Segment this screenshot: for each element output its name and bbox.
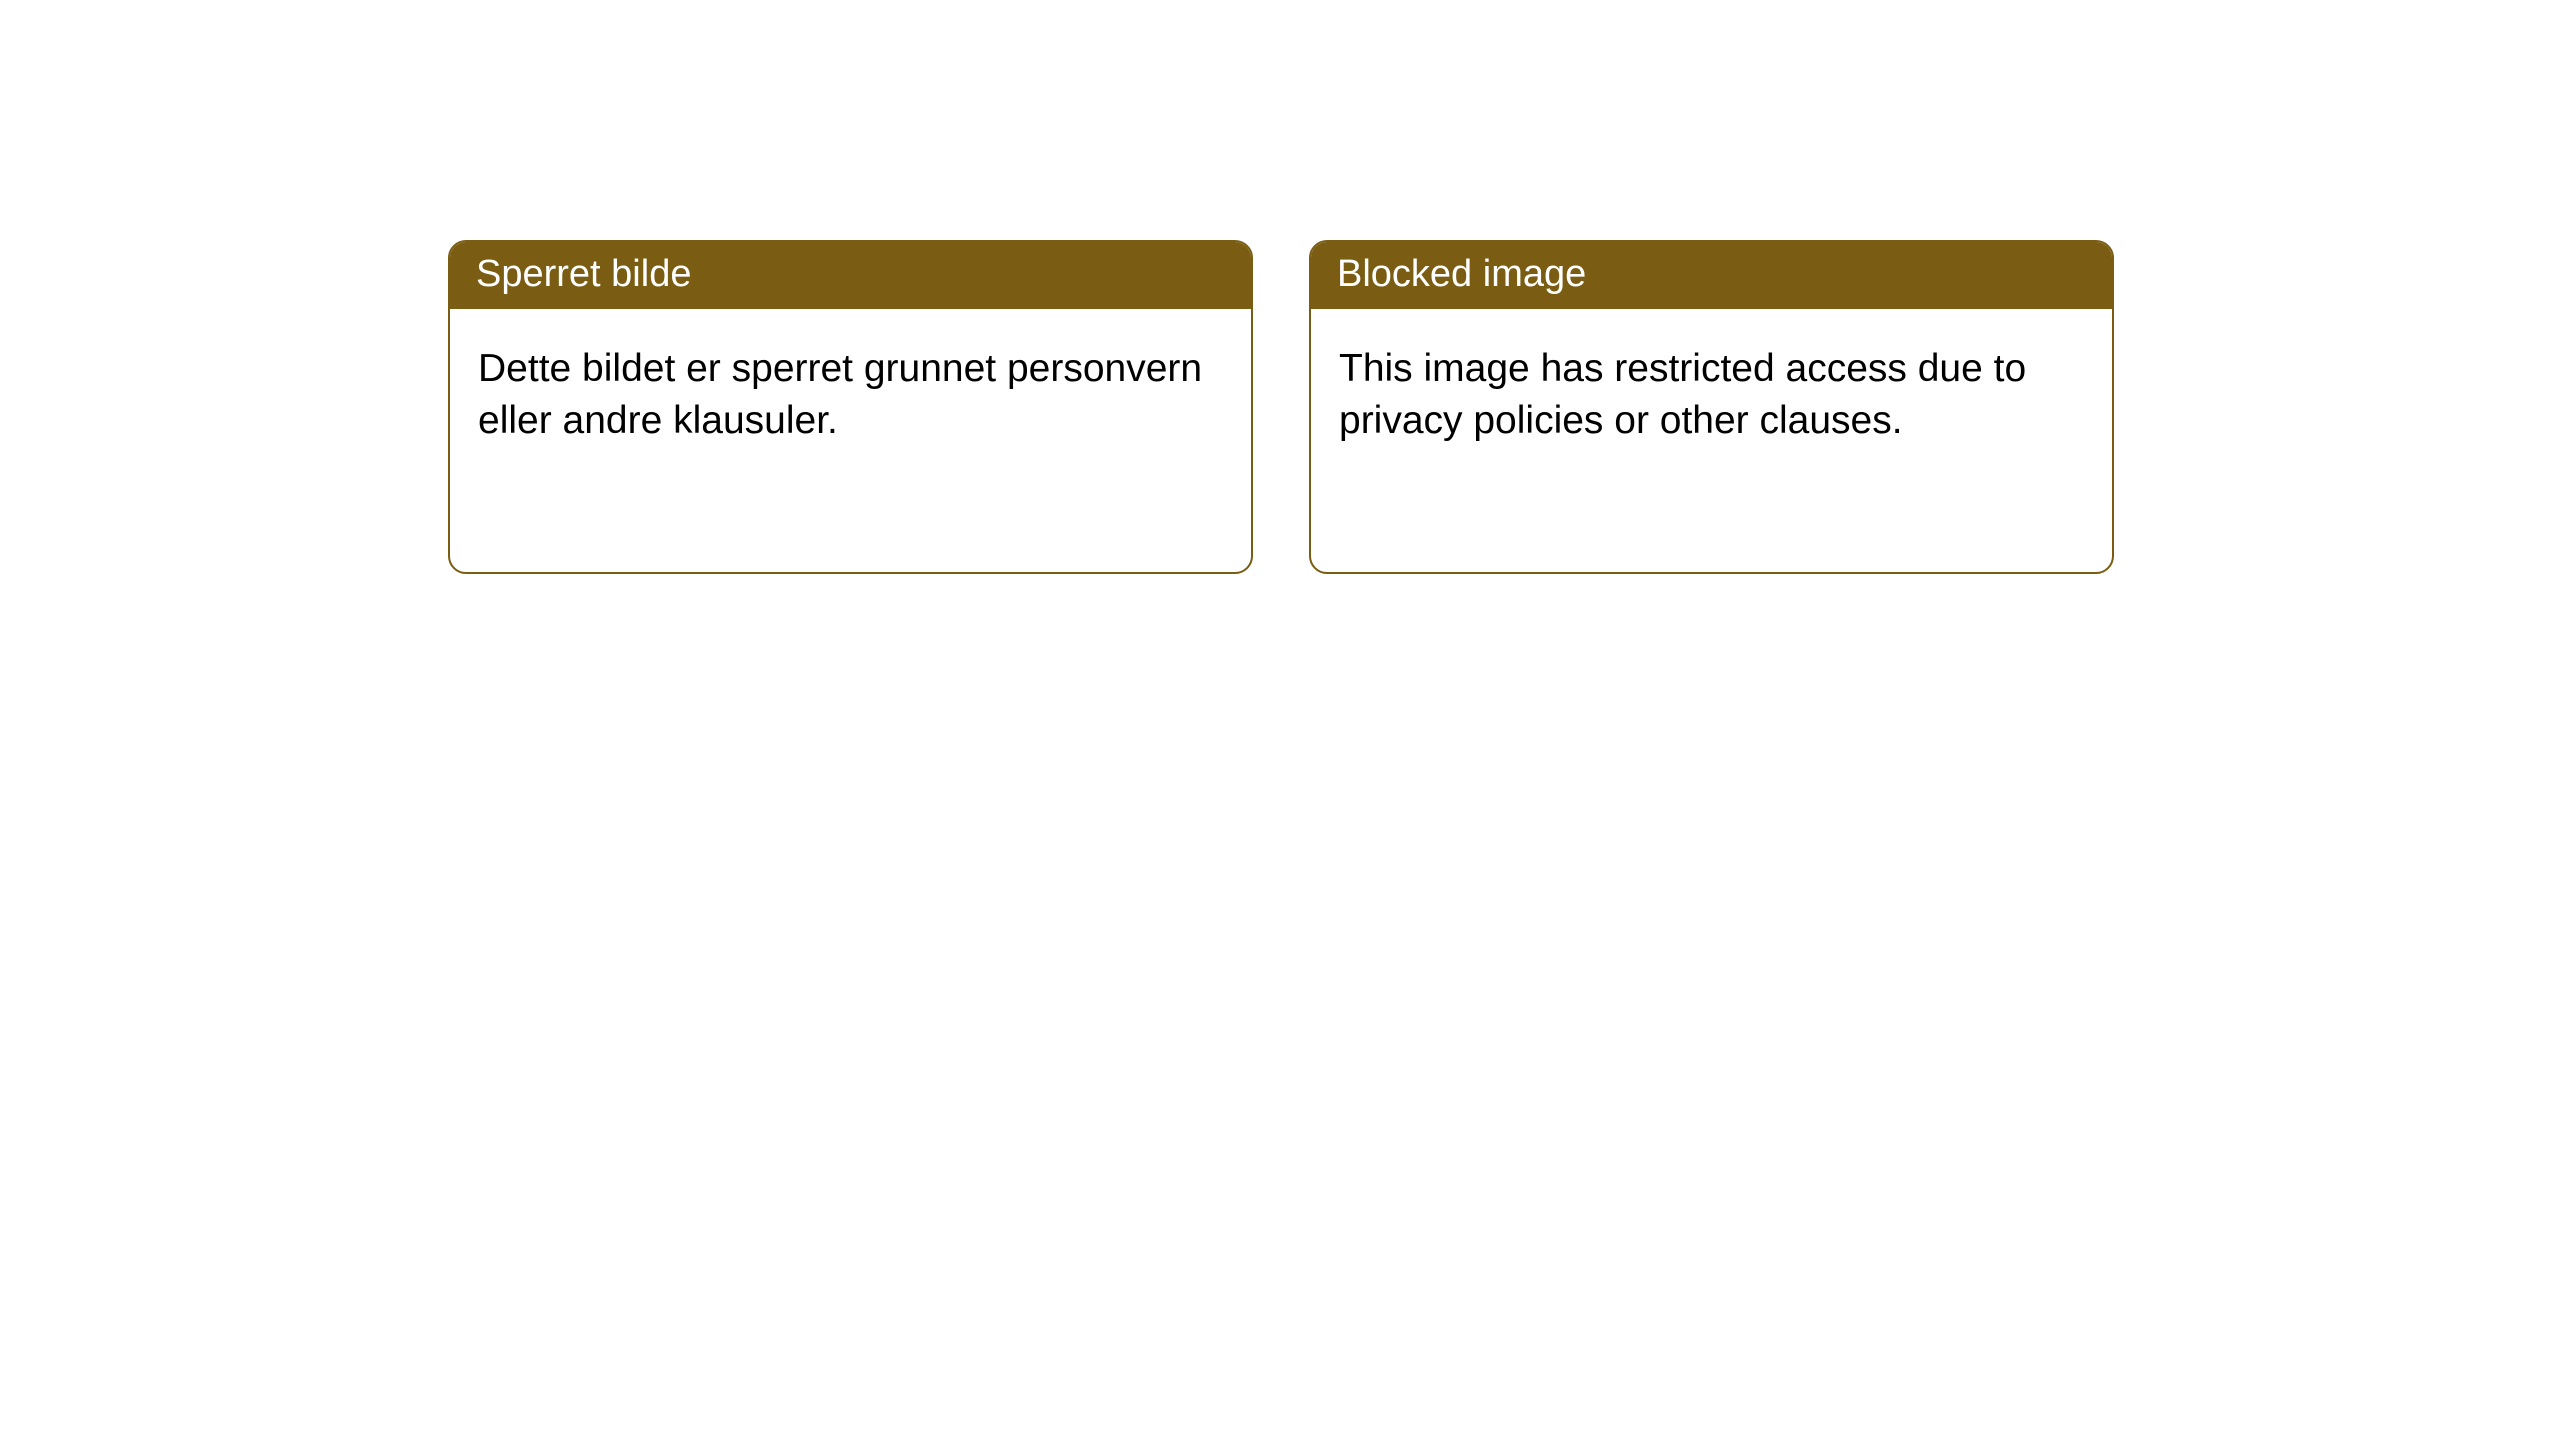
notice-cards-row: Sperret bilde Dette bildet er sperret gr… bbox=[0, 0, 2560, 574]
card-header: Sperret bilde bbox=[450, 242, 1251, 309]
blocked-image-card-no: Sperret bilde Dette bildet er sperret gr… bbox=[448, 240, 1253, 574]
card-header: Blocked image bbox=[1311, 242, 2112, 309]
blocked-image-card-en: Blocked image This image has restricted … bbox=[1309, 240, 2114, 574]
card-body-text: Dette bildet er sperret grunnet personve… bbox=[450, 309, 1251, 480]
card-body-text: This image has restricted access due to … bbox=[1311, 309, 2112, 480]
